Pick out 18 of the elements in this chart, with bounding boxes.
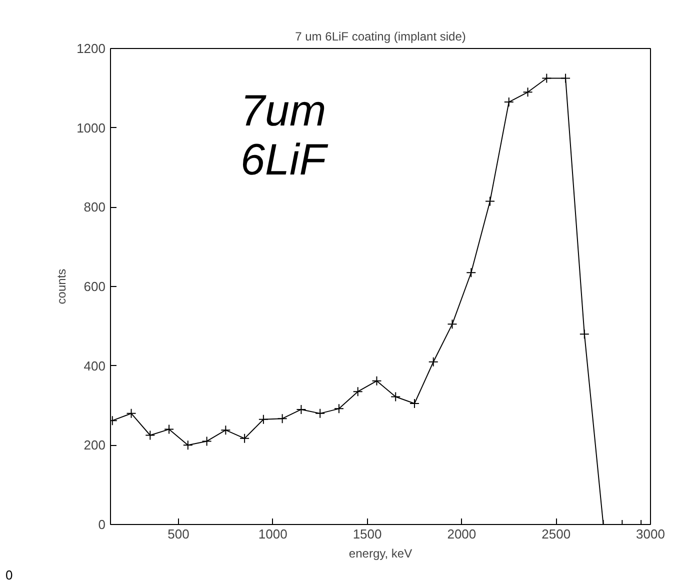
y-axis-title: counts bbox=[54, 268, 69, 304]
y-tick-label: 800 bbox=[84, 200, 106, 215]
x-tick-label: 2000 bbox=[447, 526, 476, 542]
annotation: 7um 6LiF bbox=[240, 86, 328, 184]
x-axis-title: energy, keV bbox=[348, 546, 412, 560]
x-tick-label: 500 bbox=[168, 526, 190, 542]
x-tick-label: 1000 bbox=[258, 526, 288, 542]
x-tick-label: 3000 bbox=[636, 526, 665, 542]
x-tick-label: 2500 bbox=[542, 526, 571, 542]
x-tick-label: 1500 bbox=[352, 526, 382, 542]
y-tick-label: 600 bbox=[84, 279, 106, 294]
y-tick-label: 1000 bbox=[76, 120, 106, 136]
chart-title: 7 um 6LiF coating (implant side) bbox=[295, 30, 466, 44]
y-tick-label: 0 bbox=[98, 517, 106, 532]
text: 0 bbox=[6, 568, 13, 582]
y-tick-label: 1200 bbox=[76, 41, 106, 56]
y-tick-label: 200 bbox=[84, 438, 106, 453]
y-tick-label: 400 bbox=[84, 358, 106, 374]
